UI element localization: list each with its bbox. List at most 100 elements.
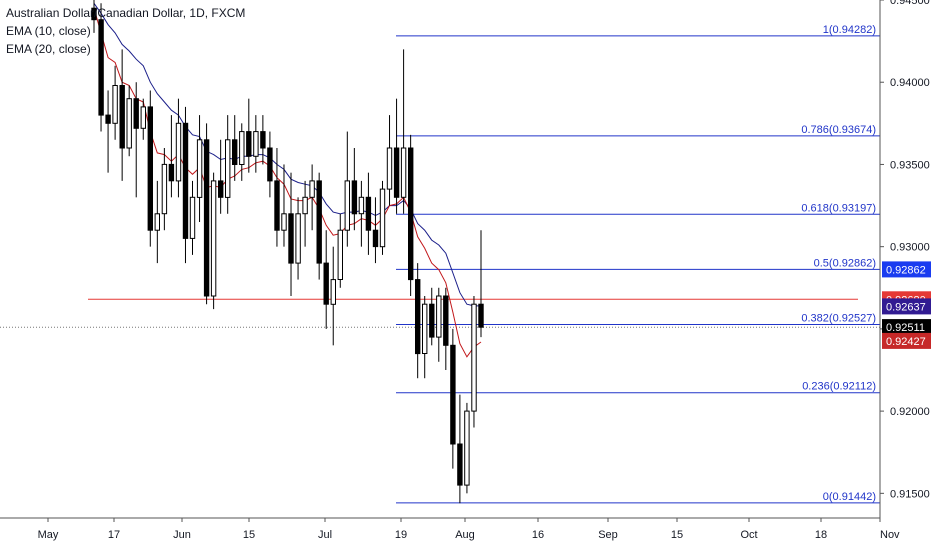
candle-body — [267, 147, 273, 182]
time-axis-label: 16 — [532, 529, 544, 541]
candle-body — [316, 180, 322, 264]
candle-body — [196, 139, 203, 198]
candle-body — [471, 303, 477, 412]
price-badge-bg — [882, 261, 931, 278]
time-axis-label: 17 — [108, 529, 120, 541]
candle — [232, 115, 238, 181]
ema-20-line — [93, 3, 481, 307]
candle — [98, 3, 104, 132]
candle — [443, 287, 449, 370]
candle-body — [105, 114, 111, 124]
candle — [337, 213, 344, 288]
candle-body — [91, 7, 97, 21]
candle-body — [119, 85, 125, 149]
candle-body — [210, 180, 217, 297]
price-badge-label: 0.92862 — [886, 264, 926, 276]
candle — [471, 296, 477, 428]
candle-body — [330, 279, 337, 305]
candle — [415, 263, 421, 379]
candle-body — [274, 180, 280, 231]
time-axis-label: Sep — [598, 529, 618, 541]
candle-body — [358, 196, 365, 215]
candle-body — [372, 229, 379, 248]
candle-body — [344, 180, 351, 231]
price-axis-label: 0.92000 — [890, 406, 930, 418]
fib-level-label: 0.236(0.92112) — [802, 381, 876, 393]
candle-body — [98, 19, 104, 116]
legend: Australian Dollar/Canadian Dollar, 1D, F… — [6, 4, 245, 58]
price-badge-label: 0.92511 — [886, 322, 925, 334]
candle-body — [351, 180, 358, 215]
time-axis-label: 18 — [815, 529, 827, 541]
candle — [112, 65, 118, 140]
candle — [365, 172, 372, 255]
candle-body — [379, 188, 386, 248]
ema-10-line — [93, 8, 482, 358]
candle — [140, 98, 147, 140]
candle — [422, 296, 428, 379]
candle-body — [464, 410, 470, 486]
fib-level-label: 0.382(0.92527) — [801, 312, 876, 324]
indicator-ema-10: EMA (10, close) — [6, 24, 91, 38]
candle — [225, 115, 231, 214]
candle-body — [386, 147, 393, 190]
time-axis-label: Jun — [173, 529, 191, 541]
candle-body — [393, 147, 400, 198]
candle-body — [253, 131, 259, 157]
candle — [295, 197, 301, 280]
candle-body — [295, 213, 301, 264]
candle — [330, 246, 337, 346]
candle — [91, 0, 97, 33]
candle-body — [436, 295, 442, 338]
candle — [182, 106, 189, 264]
candle — [260, 115, 266, 165]
time-axis-label: May — [38, 529, 59, 541]
candle — [119, 49, 125, 181]
candle-body — [218, 180, 224, 198]
candle — [105, 90, 111, 173]
candle — [196, 115, 203, 222]
price-axis-label: 0.94500 — [890, 0, 930, 7]
candle-body — [400, 147, 407, 198]
candle-body — [189, 196, 196, 239]
candle-body — [323, 262, 329, 305]
candle — [281, 164, 287, 247]
candle — [386, 115, 393, 206]
chart-title: Australian Dollar/Canadian Dollar, 1D, F… — [6, 6, 246, 20]
time-axis-label: 19 — [395, 529, 407, 541]
price-axis-label: 0.93500 — [890, 159, 930, 171]
fib-level-label: 1(0.94282) — [823, 24, 876, 36]
candle-body — [232, 139, 238, 166]
candle-body — [478, 303, 484, 328]
candle-body — [302, 196, 308, 215]
candle — [450, 328, 456, 469]
candle-body — [246, 131, 252, 157]
candle — [267, 131, 273, 198]
candle — [436, 287, 442, 362]
candle — [189, 180, 196, 255]
candle-body — [429, 303, 435, 338]
candle — [175, 98, 182, 198]
candle — [246, 98, 252, 173]
candle — [344, 131, 351, 247]
candle — [302, 180, 308, 247]
fib-level-label: 0.5(0.92862) — [814, 257, 876, 269]
candle-body — [260, 131, 266, 149]
candle-body — [168, 163, 175, 182]
candle — [379, 180, 386, 255]
price-axis-label: 0.91500 — [890, 488, 930, 500]
candle — [210, 172, 217, 310]
candle — [358, 180, 365, 247]
time-axis-label: Oct — [740, 529, 757, 541]
candle — [203, 123, 210, 305]
time-axis-label: 15 — [671, 529, 683, 541]
candle-body — [457, 443, 463, 486]
candle — [126, 85, 132, 157]
candle-body — [154, 213, 161, 231]
candle-body — [182, 122, 189, 239]
time-axis-label: Aug — [455, 529, 475, 541]
candle — [239, 123, 245, 181]
candle — [457, 394, 463, 504]
